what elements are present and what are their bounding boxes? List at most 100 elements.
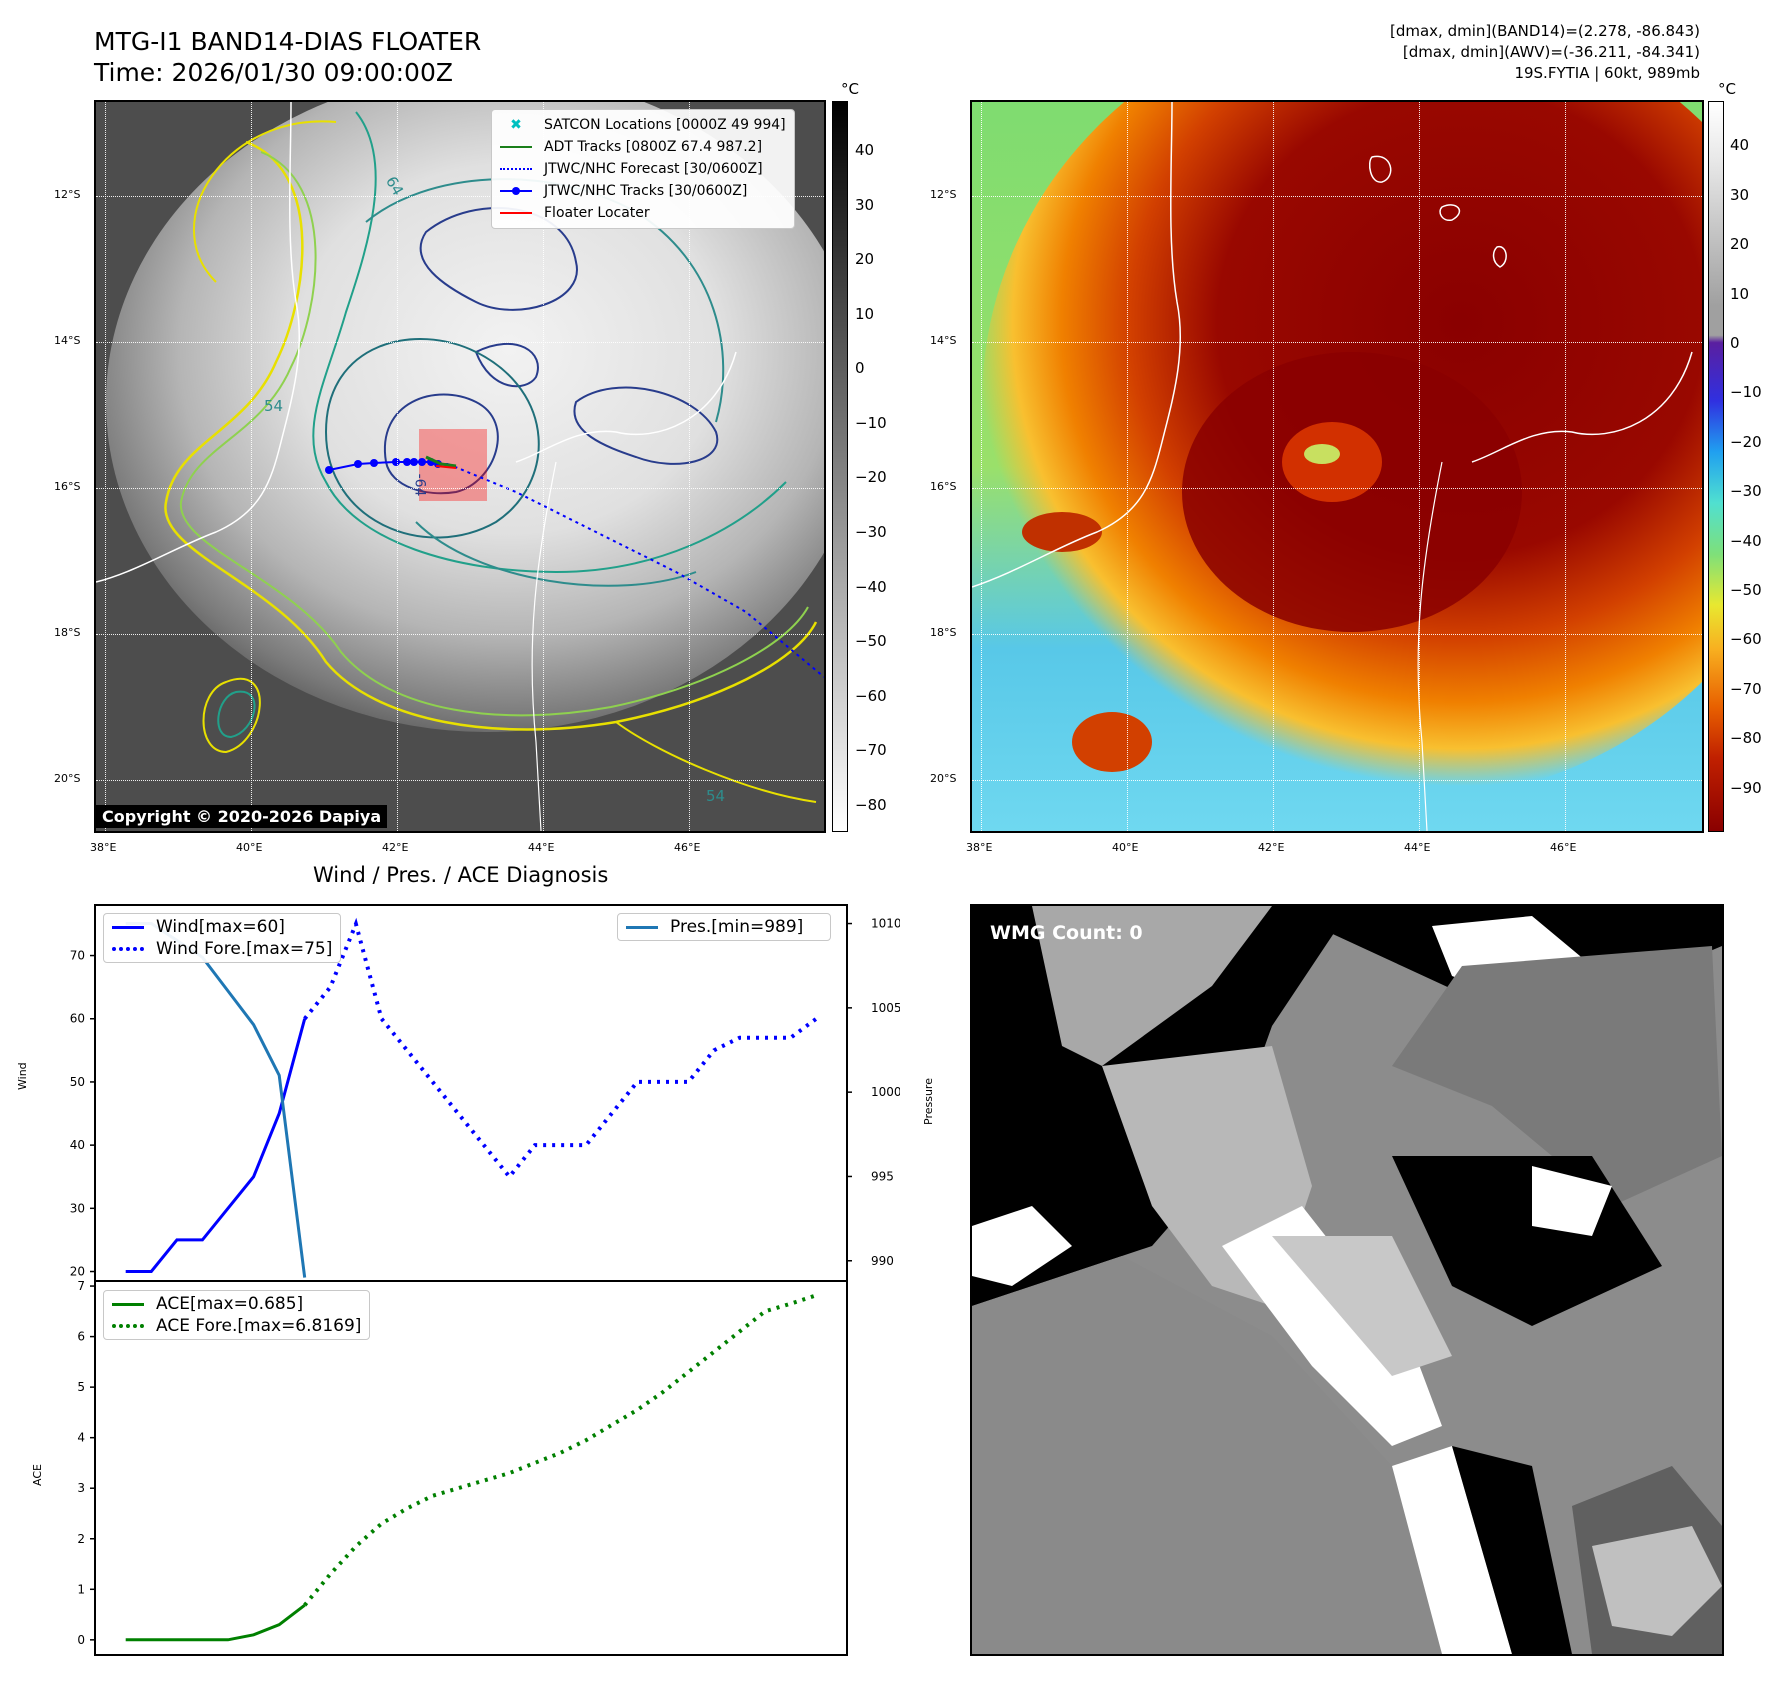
colorbar-tick: 20	[855, 250, 875, 269]
lon-label: 42°E	[382, 841, 409, 854]
contour-label: 54	[264, 397, 284, 415]
solid-line-icon	[500, 146, 532, 148]
diagnosis-chart: 70 60 50 40 30 20 1010 1005 1000 995 990 7 6 5 4 3 2 1 0	[70, 904, 900, 1656]
wind-tick-label: 20	[70, 1265, 85, 1279]
colorbar-tick: −80	[855, 795, 887, 814]
wind-tick-label: 40	[70, 1138, 85, 1152]
pressure-tick-label: 1000	[871, 1085, 900, 1099]
pressure-legend: Pres.[min=989]	[617, 913, 831, 941]
solid-line-icon	[112, 1302, 144, 1306]
lon-label: 44°E	[528, 841, 555, 854]
colorbar-tick: −60	[855, 686, 887, 705]
ace-tick-label: 4	[77, 1431, 85, 1445]
wind-forecast-line	[303, 917, 818, 1180]
stats-awv: [dmax, dmin](AWV)=(-36.211, -84.341)	[1402, 43, 1700, 61]
lon-label: 40°E	[236, 841, 263, 854]
solid-line-icon	[112, 925, 144, 929]
legend-item-pressure: Pres.[min=989]	[626, 916, 822, 938]
wind-tick-label: 50	[70, 1075, 85, 1089]
pressure-tick-label: 1010	[871, 917, 900, 931]
diagnosis-title: Wind / Pres. / ACE Diagnosis	[313, 863, 609, 887]
colorbar-tick: −90	[1730, 778, 1762, 797]
dotted-line-icon	[112, 947, 144, 951]
contour-label: 54	[706, 787, 726, 805]
legend-item-floater: Floater Locater	[500, 202, 786, 224]
figure-title-line1: MTG-I1 BAND14-DIAS FLOATER	[94, 27, 482, 56]
colorbar-tick: −70	[1730, 679, 1762, 698]
colorbar-tick: 10	[855, 304, 875, 323]
pressure-axis-label: Pressure	[922, 1078, 935, 1125]
pressure-tick-label: 990	[871, 1254, 894, 1268]
colorbar-tick: 40	[1730, 136, 1750, 155]
legend-item-wind: Wind[max=60]	[112, 916, 332, 938]
grayscale-colorbar	[832, 101, 848, 832]
lon-label: 42°E	[1258, 841, 1285, 854]
pressure-tick-label: 1005	[871, 1001, 900, 1015]
colorbar-tick: −70	[855, 741, 887, 760]
colorbar-tick: 20	[1730, 235, 1750, 254]
ace-axes: 7 6 5 4 3 2 1 0	[77, 1279, 848, 1656]
colorbar-tick: −30	[855, 522, 887, 541]
legend-item-wind-forecast: Wind Fore.[max=75]	[112, 938, 332, 960]
ir-color-map	[970, 100, 1704, 833]
dotted-line-icon	[112, 1324, 144, 1328]
lat-label: 14°S	[930, 334, 957, 347]
colorbar-tick: 30	[855, 195, 875, 214]
lon-label: 38°E	[966, 841, 993, 854]
colorbar-tick: −50	[1730, 580, 1762, 599]
wind-legend: Wind[max=60] Wind Fore.[max=75]	[103, 913, 342, 963]
ace-tick-label: 1	[77, 1582, 85, 1596]
colorbar-unit: °C	[1718, 80, 1736, 98]
solid-line-icon	[626, 925, 658, 929]
ir-color-image	[972, 102, 1702, 831]
ace-tick-label: 6	[77, 1330, 85, 1344]
lat-label: 18°S	[54, 626, 81, 639]
colorbar-tick: −10	[855, 413, 887, 432]
ace-tick-label: 3	[77, 1481, 85, 1495]
legend-item-ace-forecast: ACE Fore.[max=6.8169]	[112, 1315, 361, 1337]
ace-axis-label: ACE	[31, 1464, 44, 1486]
wmg-panel: WMG Count: 0	[970, 904, 1724, 1656]
copyright-label: Copyright © 2020-2026 Dapiya	[96, 805, 388, 828]
wind-tick-label: 30	[70, 1201, 85, 1215]
ir-grayscale-map: 64 54 -64 54 ✖ SATCON Locations [0000Z 4…	[94, 100, 826, 833]
colorbar-tick: 0	[855, 359, 865, 378]
solid-line-icon	[500, 212, 532, 214]
legend-item-forecast: JTWC/NHC Forecast [30/0600Z]	[500, 158, 786, 180]
stats-band14: [dmax, dmin](BAND14)=(2.278, -86.843)	[1389, 22, 1700, 40]
colorbar-tick: −20	[1730, 432, 1762, 451]
colorbar-tick: −40	[855, 577, 887, 596]
colorbar-unit: °C	[841, 80, 859, 98]
lon-label: 44°E	[1404, 841, 1431, 854]
legend-item-tracks: JTWC/NHC Tracks [30/0600Z]	[500, 180, 786, 202]
stats-storm: 19S.FYTIA | 60kt, 989mb	[1514, 64, 1700, 82]
contour-label: -64	[411, 473, 428, 497]
colorbar-tick: −10	[1730, 383, 1762, 402]
colorbar-tick: 40	[855, 141, 875, 160]
legend-item-satcon: ✖ SATCON Locations [0000Z 49 994]	[500, 114, 786, 136]
ace-tick-label: 5	[77, 1380, 85, 1394]
legend-item-adt: ADT Tracks [0800Z 67.4 987.2]	[500, 136, 786, 158]
ace-legend: ACE[max=0.685] ACE Fore.[max=6.8169]	[103, 1290, 371, 1340]
colorbar-tick: −80	[1730, 729, 1762, 748]
wind-tick-label: 60	[70, 1012, 85, 1026]
lat-label: 14°S	[54, 334, 81, 347]
satcon-x-icon: ✖	[510, 117, 522, 133]
colorbar-tick: −20	[855, 468, 887, 487]
lat-label: 20°S	[54, 772, 81, 785]
figure-title-line2: Time: 2026/01/30 09:00:00Z	[94, 58, 453, 87]
colorbar-tick: −60	[1730, 630, 1762, 649]
dot-line-icon	[500, 187, 532, 195]
lat-label: 18°S	[930, 626, 957, 639]
colorbar-tick: −50	[855, 632, 887, 651]
dotted-line-icon	[500, 168, 532, 170]
wmg-image	[972, 906, 1722, 1654]
wind-tick-label: 70	[70, 949, 85, 963]
wmg-count-label: WMG Count: 0	[990, 922, 1143, 944]
ace-tick-label: 0	[77, 1633, 85, 1647]
wind-pressure-axes: 70 60 50 40 30 20 1010 1005 1000 995 990	[70, 904, 900, 1282]
legend-item-ace: ACE[max=0.685]	[112, 1293, 361, 1315]
map-legend: ✖ SATCON Locations [0000Z 49 994] ADT Tr…	[491, 109, 795, 229]
lat-label: 12°S	[54, 188, 81, 201]
lon-label: 46°E	[1550, 841, 1577, 854]
